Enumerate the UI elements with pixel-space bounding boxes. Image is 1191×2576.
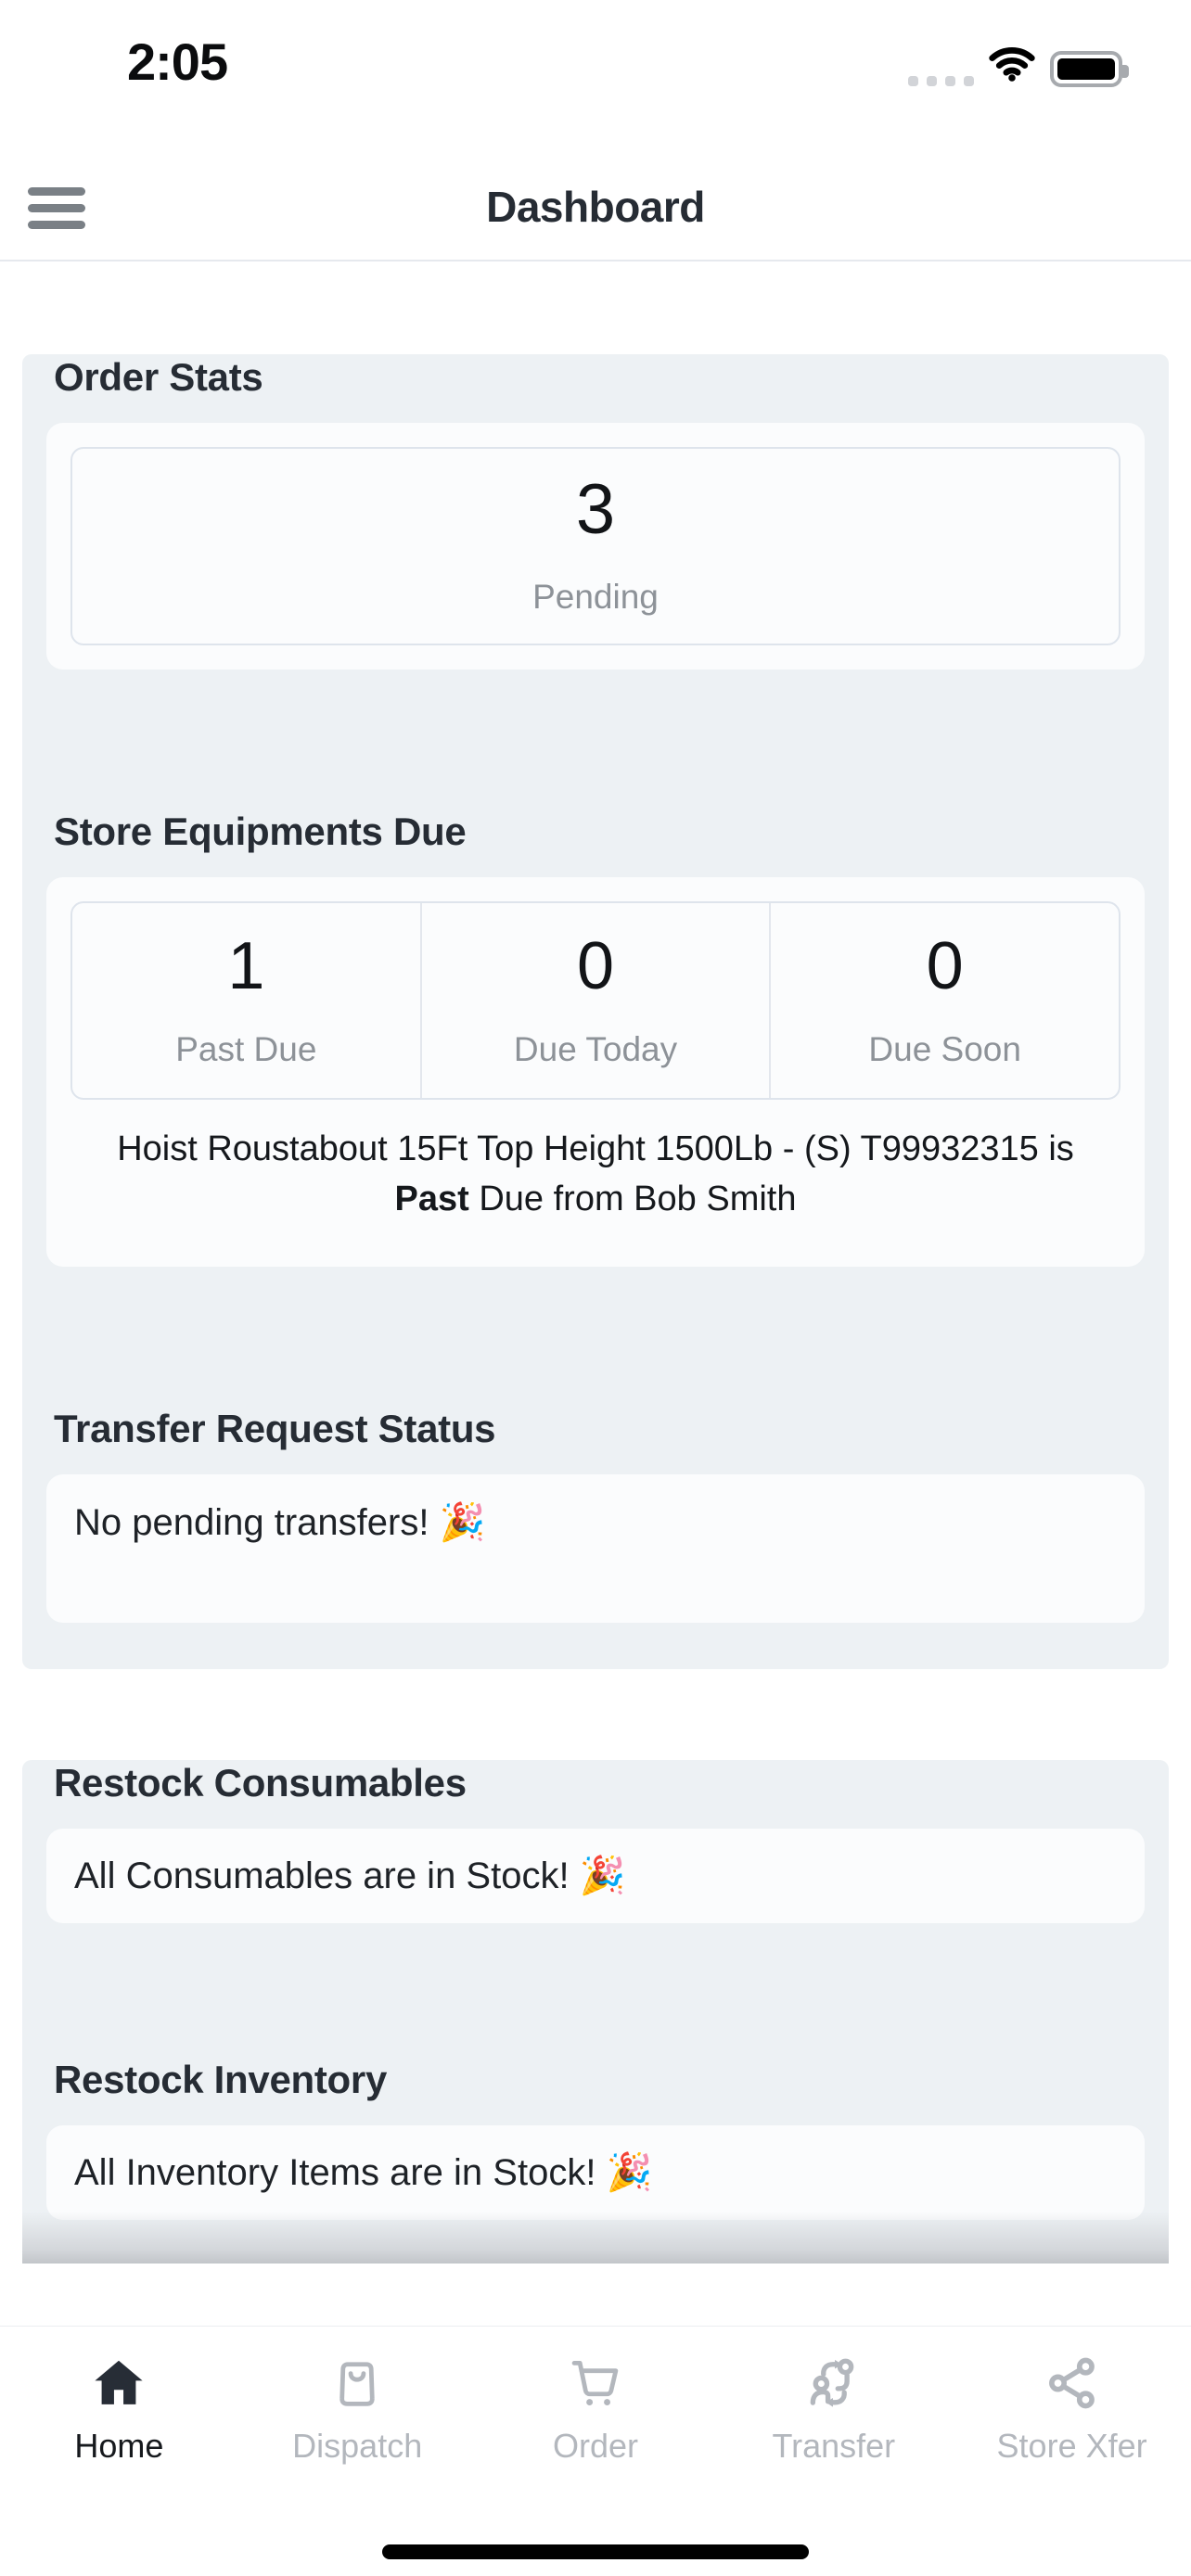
due-soon-stat: 0 Due Soon [769,903,1119,1098]
home-icon [88,2353,149,2414]
transfer-icon [803,2353,864,2414]
restock-inventory-card: All Inventory Items are in Stock! 🎉 [46,2125,1145,2220]
past-due-label: Past Due [175,1030,317,1068]
tab-transfer[interactable]: Transfer [714,2353,953,2576]
tab-label: Dispatch [292,2427,423,2465]
equipments-due-card: 1 Past Due 0 Due Today 0 Due Soon Hoist … [46,877,1145,1267]
tab-label: Home [74,2427,164,2465]
pending-label: Pending [532,578,659,616]
due-today-stat: 0 Due Today [419,903,770,1098]
tab-dispatch[interactable]: Dispatch [238,2353,477,2576]
equipments-due-title: Store Equipments Due [54,810,467,853]
past-due-count: 1 [227,929,265,1003]
restock-inventory-title: Restock Inventory [54,2058,388,2101]
menu-button[interactable] [28,187,85,229]
tab-label: Transfer [772,2427,896,2465]
past-due-note-prefix: Hoist Roustabout 15Ft Top Height 1500Lb … [117,1129,1074,1168]
transfer-status-title: Transfer Request Status [54,1407,496,1450]
share-nodes-icon [1042,2353,1103,2414]
order-stats-title: Order Stats [54,355,263,399]
dashboard-section-bottom: Restock Consumables All Consumables are … [22,1760,1169,2264]
dispatch-bag-icon [327,2353,388,2414]
pending-stat: 3 Pending [70,447,1121,645]
bottom-tab-bar: Home Dispatch Order [0,2326,1191,2576]
past-due-stat: 1 Past Due [72,903,420,1098]
cellular-signal-icon [908,76,974,86]
due-today-count: 0 [576,929,615,1003]
status-icons [908,45,1129,88]
battery-icon [1050,51,1129,87]
tab-store-xfer[interactable]: Store Xfer [953,2353,1191,2576]
home-indicator[interactable] [382,2544,809,2559]
restock-consumables-card: All Consumables are in Stock! 🎉 [46,1829,1145,1923]
tab-label: Store Xfer [996,2427,1147,2465]
dashboard-section-top: Order Stats 3 Pending Store Equipments D… [22,354,1169,1669]
due-today-label: Due Today [513,1030,678,1068]
due-soon-label: Due Soon [868,1030,1021,1068]
transfer-status-card: No pending transfers! 🎉 [46,1474,1145,1623]
status-bar: 2:05 [0,0,1191,122]
past-due-note-suffix: Due from Bob Smith [468,1180,797,1218]
restock-consumables-title: Restock Consumables [54,1761,467,1804]
tab-order[interactable]: Order [477,2353,715,2576]
wifi-icon [987,45,1037,86]
past-due-note-emphasis: Past [394,1180,469,1218]
past-due-note: Hoist Roustabout 15Ft Top Height 1500Lb … [98,1124,1093,1224]
tab-home[interactable]: Home [0,2353,238,2576]
due-soon-count: 0 [926,929,964,1003]
page-title: Dashboard [486,183,705,231]
status-time: 2:05 [127,32,228,91]
pending-count: 3 [575,470,616,549]
tab-label: Order [552,2427,638,2465]
app-header: Dashboard [0,122,1191,261]
equipments-due-stats: 1 Past Due 0 Due Today 0 Due Soon [70,901,1121,1100]
order-cart-icon [565,2353,626,2414]
order-stats-card: 3 Pending [46,423,1145,670]
